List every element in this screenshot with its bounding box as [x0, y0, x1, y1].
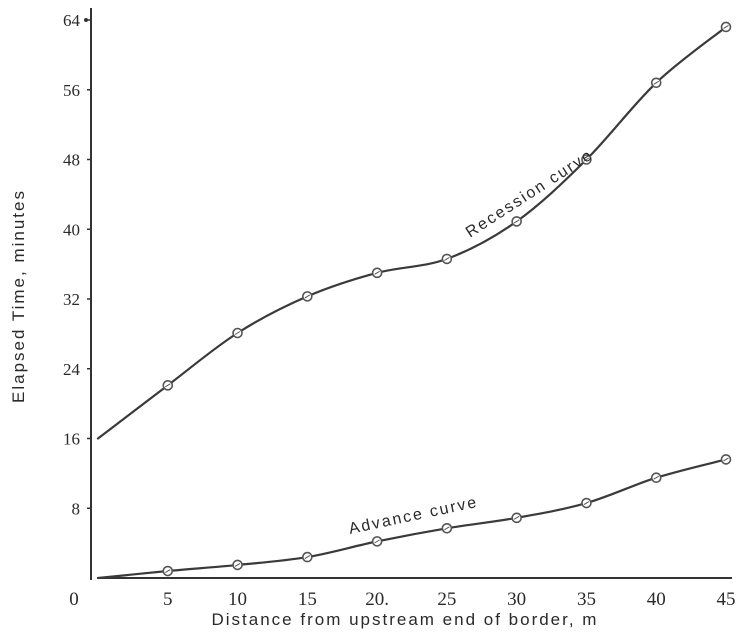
advance-curve-line: [96, 458, 728, 580]
x-tick-label: 25: [437, 589, 456, 610]
marker-inner-mark: [444, 256, 450, 261]
y-ticks: 8 16 24 32 40 48 56 64: [63, 11, 91, 518]
y-axis-title: Elapsed Time, minutes: [9, 189, 28, 403]
x-tick-label: 15: [298, 589, 317, 610]
axes: [84, 8, 732, 580]
marker-inner-mark: [583, 157, 590, 162]
recession-curve-line: [96, 25, 728, 440]
y-tick-label: 64: [63, 11, 81, 30]
y-tick-label: 24: [63, 360, 81, 379]
series-label-advance: Advance curve: [347, 494, 479, 538]
x-tick-label: 35: [577, 589, 596, 610]
marker-inner-mark: [165, 383, 171, 388]
marker-inner-mark: [583, 501, 590, 505]
y-tick-label: 8: [72, 499, 81, 518]
x-tick-label: 40: [647, 589, 666, 610]
series-label-recession: Recession curve: [463, 146, 597, 241]
marker-inner-mark: [513, 219, 520, 224]
marker-inner-mark: [304, 555, 311, 560]
marker-inner-mark: [653, 475, 659, 480]
x-tick-label: 30: [507, 589, 526, 610]
marker-inner-mark: [513, 515, 520, 520]
y-tick-label: 32: [63, 290, 80, 309]
marker-inner-mark: [444, 526, 450, 531]
marker-inner-mark: [374, 539, 380, 544]
y-tick-label: 40: [63, 220, 80, 239]
y-tick-label: 16: [63, 430, 80, 449]
marker-inner-mark: [374, 270, 380, 275]
marker-inner-mark: [165, 569, 171, 573]
marker-inner-mark: [304, 294, 311, 299]
y-tick-label: 56: [63, 81, 80, 100]
x-ticks: 0 5 10 15 20. 25 30 35 40 45: [69, 589, 735, 610]
marker-inner-mark: [653, 80, 659, 85]
series-layer: [96, 21, 732, 580]
x-tick-label: 45: [717, 589, 736, 610]
x-tick-label: 20.: [365, 589, 389, 610]
x-tick-label: 10: [228, 589, 247, 610]
marker-inner-mark: [234, 562, 241, 567]
axis-corner-dot: [84, 18, 88, 22]
x-tick-label: 0: [69, 589, 79, 610]
marker-inner-mark: [723, 457, 729, 462]
marker-inner-mark: [234, 331, 241, 335]
x-tick-label: 5: [163, 589, 173, 610]
x-axis-title: Distance from upstream end of border, m: [212, 610, 599, 629]
y-tick-label: 48: [63, 151, 80, 170]
marker-inner-mark: [723, 25, 729, 29]
